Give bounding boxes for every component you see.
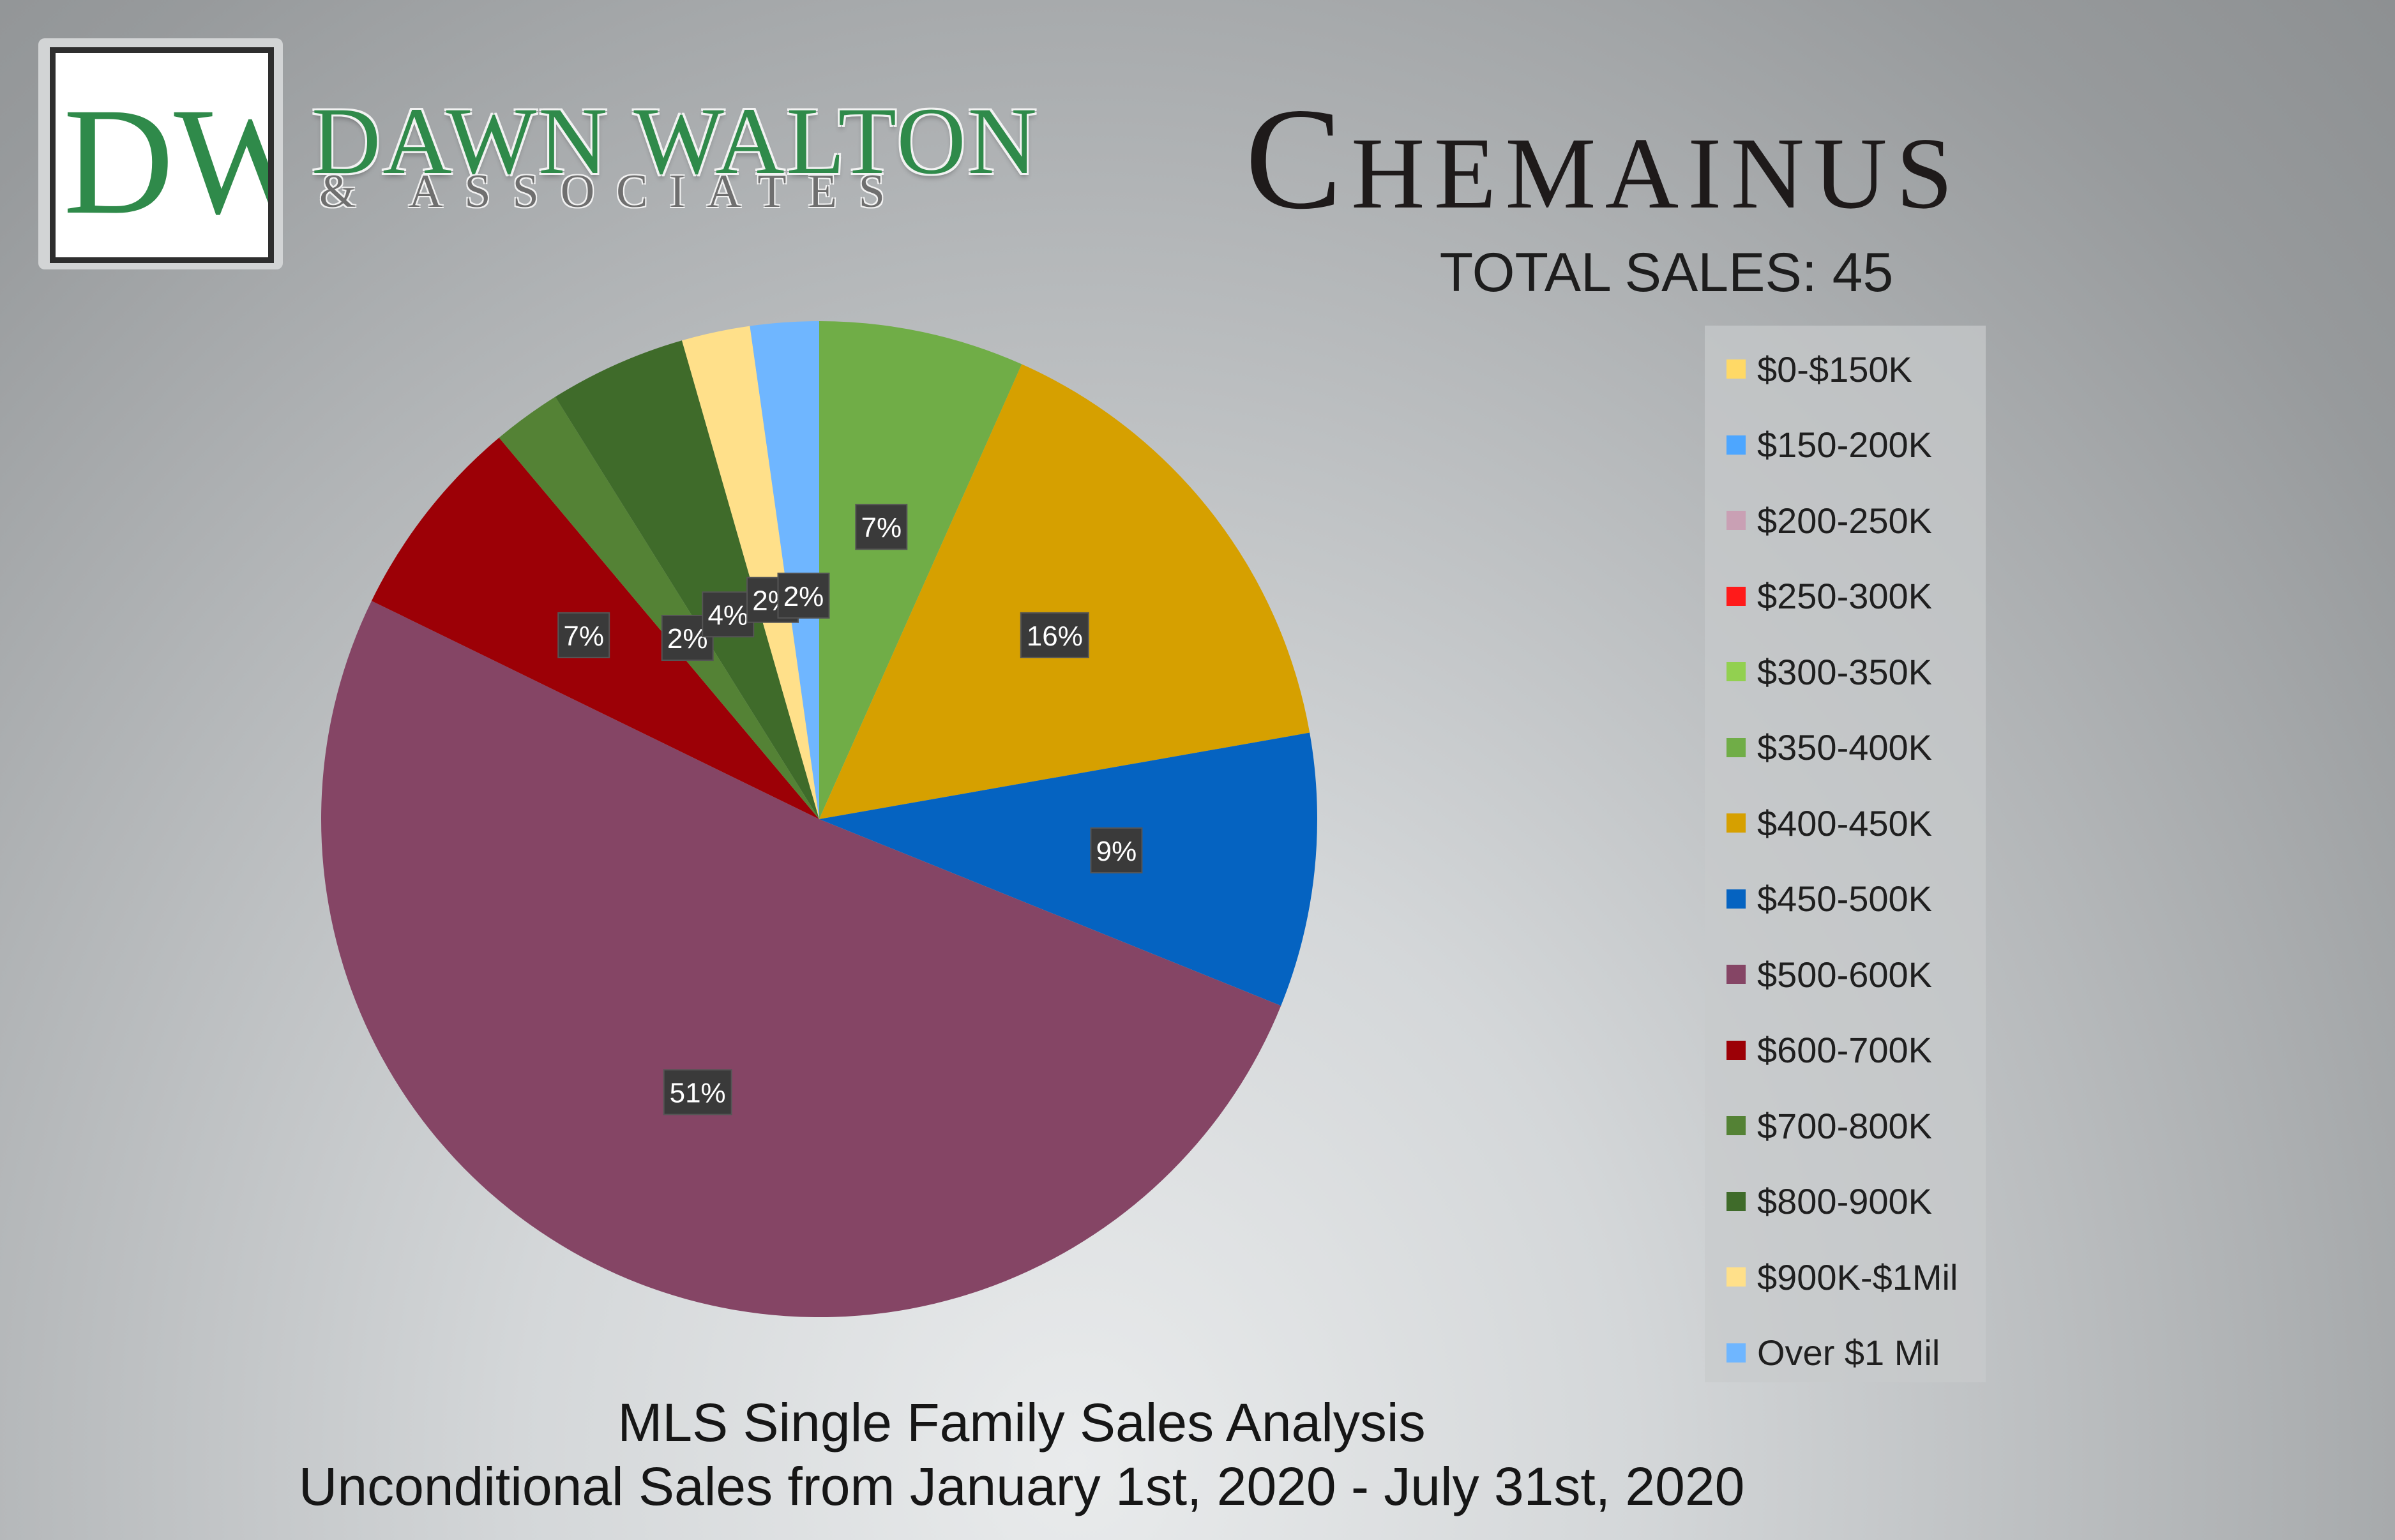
logo-badge: DW <box>38 38 283 269</box>
legend-swatch <box>1726 965 1746 984</box>
footer-title: MLS Single Family Sales Analysis <box>617 1393 1426 1453</box>
legend-item: $600-700K <box>1726 1025 1988 1076</box>
legend-item: $250-300K <box>1726 571 1988 622</box>
pie-slice-12 <box>555 340 819 819</box>
brand-subtitle: & ASSOCIATES <box>319 165 907 218</box>
data-label-8: 9% <box>1090 827 1143 873</box>
brand-name: DAWN WALTON <box>312 88 1039 194</box>
pie-slice-7 <box>819 364 1310 819</box>
svg-text:7%: 7% <box>563 621 604 652</box>
logo-frame: DW <box>50 47 274 263</box>
pie-slice-6 <box>819 321 1022 819</box>
legend-item: $0-$150K <box>1726 343 1988 395</box>
legend-swatch <box>1726 662 1746 681</box>
pie-slice-13 <box>682 326 819 819</box>
legend-label: $200-250K <box>1757 500 1933 541</box>
legend-label: $300-350K <box>1757 651 1933 692</box>
legend-swatch <box>1726 586 1746 606</box>
data-label-9: 51% <box>663 1069 732 1115</box>
legend-label: $700-800K <box>1757 1105 1933 1146</box>
legend-label: $800-900K <box>1757 1181 1933 1221</box>
data-label-7: 16% <box>1020 612 1089 658</box>
svg-text:7%: 7% <box>861 512 902 543</box>
legend-swatch <box>1726 1191 1746 1211</box>
legend-swatch <box>1726 1343 1746 1363</box>
legend-item: $400-450K <box>1726 797 1988 849</box>
svg-text:2%: 2% <box>667 623 708 654</box>
data-label-14: 2% <box>777 572 830 619</box>
legend-swatch <box>1726 1040 1746 1060</box>
legend-swatch <box>1726 511 1746 530</box>
legend-swatch <box>1726 889 1746 909</box>
legend-label: $500-600K <box>1757 954 1933 995</box>
page-title: Chemainus <box>1245 79 1962 239</box>
legend-item: $450-500K <box>1726 873 1988 925</box>
logo-letters: DW <box>63 76 268 246</box>
legend-label: $150-200K <box>1757 425 1933 465</box>
legend-label: $900K-$1Mil <box>1757 1257 1958 1297</box>
legend-label: Over $1 Mil <box>1757 1332 1940 1373</box>
data-label-12: 4% <box>702 591 755 638</box>
legend-item: Over $1 Mil <box>1726 1327 1988 1378</box>
legend-swatch <box>1726 737 1746 757</box>
data-label-10: 7% <box>557 612 610 658</box>
legend-swatch <box>1726 359 1746 379</box>
legend-item: $700-800K <box>1726 1100 1988 1151</box>
pie-slice-9 <box>321 601 1281 1318</box>
chart-legend: $0-$150K $150-200K $200-250K $250-300K $300-… <box>1705 326 1986 1382</box>
pie-slice-14 <box>750 321 819 819</box>
legend-item: $900K-$1Mil <box>1726 1251 1988 1302</box>
legend-swatch <box>1726 435 1746 455</box>
legend-swatch <box>1726 1116 1746 1135</box>
pie-slice-8 <box>819 732 1318 1006</box>
legend-label: $400-450K <box>1757 803 1933 843</box>
legend-item: $350-400K <box>1726 722 1988 773</box>
legend-item: $500-600K <box>1726 949 1988 1000</box>
total-sales: TOTAL SALES: 45 <box>1439 242 1894 303</box>
svg-text:4%: 4% <box>707 600 748 631</box>
svg-text:16%: 16% <box>1027 621 1083 652</box>
svg-text:51%: 51% <box>670 1078 726 1109</box>
svg-text:9%: 9% <box>1096 836 1137 867</box>
legend-label: $350-400K <box>1757 727 1933 767</box>
legend-item: $800-900K <box>1726 1176 1988 1227</box>
data-label-6: 7% <box>855 504 908 550</box>
legend-label: $0-$150K <box>1757 349 1912 389</box>
legend-label: $250-300K <box>1757 576 1933 616</box>
legend-label: $600-700K <box>1757 1030 1933 1070</box>
svg-text:2%: 2% <box>783 581 824 612</box>
logo-monogram: DW <box>63 76 268 246</box>
legend-item: $200-250K <box>1726 495 1988 546</box>
legend-item: $150-200K <box>1726 419 1988 471</box>
legend-item: $300-350K <box>1726 646 1988 697</box>
legend-swatch <box>1726 1267 1746 1287</box>
legend-swatch <box>1726 813 1746 833</box>
footer-date-range: Unconditional Sales from January 1st, 20… <box>298 1456 1745 1516</box>
pie-slice-11 <box>499 396 819 819</box>
legend-label: $450-500K <box>1757 879 1933 919</box>
